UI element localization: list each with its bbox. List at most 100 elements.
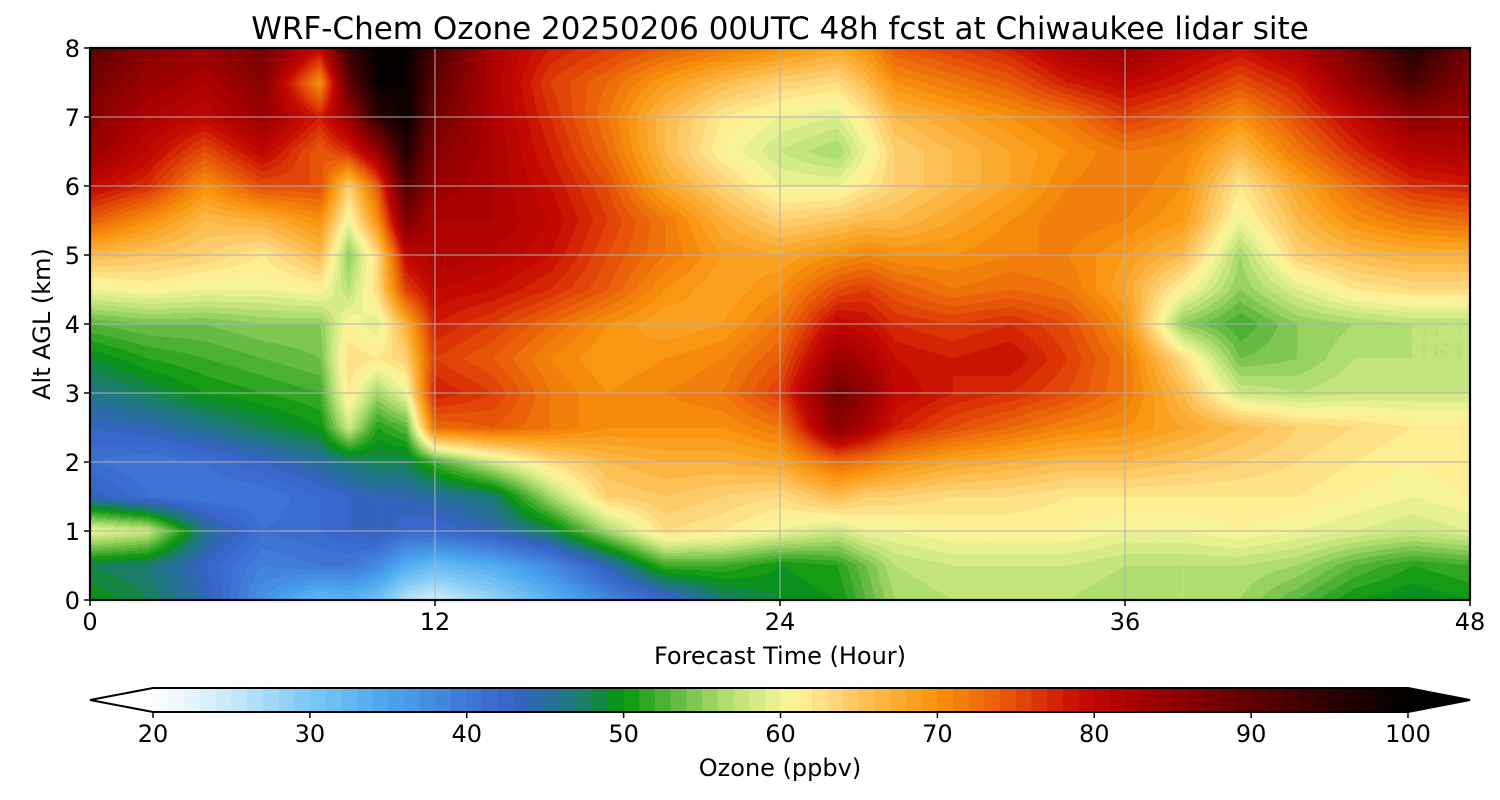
colorbar-swatch <box>1094 688 1111 712</box>
colorbar-swatch <box>843 688 860 712</box>
colorbar-swatch <box>1329 688 1346 712</box>
colorbar-swatch <box>1157 688 1174 712</box>
colorbar-swatch <box>874 688 891 712</box>
x-tick-label: 36 <box>1110 608 1141 636</box>
colorbar-swatch <box>592 688 609 712</box>
colorbar-min-extension <box>90 688 153 712</box>
colorbar-swatch <box>356 688 374 712</box>
colorbar-swatch <box>1047 688 1064 712</box>
x-tick-label: 0 <box>82 608 97 636</box>
x-axis: 0 12 24 36 48 <box>82 600 1485 636</box>
colorbar-swatch <box>1172 688 1189 712</box>
y-axis-label: Alt AGL (km) <box>28 248 56 400</box>
colorbar-swatch <box>1109 688 1127 712</box>
colorbar-swatch <box>1392 688 1409 712</box>
colorbar-swatch <box>576 688 593 712</box>
colorbar-swatch <box>1078 688 1095 712</box>
colorbar-swatch <box>168 688 185 712</box>
colorbar-swatch <box>1298 688 1315 712</box>
y-tick-label: 5 <box>65 242 80 270</box>
colorbar-swatch <box>670 688 687 712</box>
colorbar-swatch <box>1031 688 1048 712</box>
colorbar-swatch <box>1251 688 1268 712</box>
colorbar-swatch <box>294 688 311 712</box>
colorbar-swatch <box>388 688 405 712</box>
colorbar-max-extension <box>1408 688 1470 712</box>
y-tick-label: 1 <box>65 518 80 546</box>
colorbar-swatch <box>702 688 719 712</box>
colorbar-swatch <box>325 688 342 712</box>
x-tick-label: 24 <box>765 608 796 636</box>
colorbar-swatch <box>655 688 672 712</box>
chart-title: WRF-Chem Ozone 20250206 00UTC 48h fcst a… <box>251 11 1309 47</box>
x-axis-label: Forecast Time (Hour) <box>654 642 906 670</box>
colorbar-swatch <box>341 688 358 712</box>
y-tick-label: 3 <box>65 380 80 408</box>
colorbar-swatch <box>858 688 876 712</box>
colorbar-tick-label: 80 <box>1079 720 1110 748</box>
colorbar-swatch <box>1313 688 1331 712</box>
colorbar-tick-label: 60 <box>765 720 796 748</box>
colorbar-swatch <box>545 688 562 712</box>
colorbar-tick-label: 30 <box>295 720 326 748</box>
colorbar-swatch <box>482 688 499 712</box>
y-tick-label: 7 <box>65 104 80 132</box>
colorbar-tick-label: 40 <box>451 720 482 748</box>
colorbar-swatch <box>1000 688 1017 712</box>
y-tick-label: 8 <box>65 35 80 63</box>
colorbar-swatch <box>686 688 703 712</box>
colorbar-swatch <box>733 688 750 712</box>
colorbar-swatch <box>1266 688 1284 712</box>
y-tick-label: 0 <box>65 587 80 615</box>
colorbar-swatch <box>1360 688 1378 712</box>
colorbar-tick-label: 70 <box>922 720 953 748</box>
y-tick-label: 6 <box>65 173 80 201</box>
colorbar-swatch <box>1141 688 1158 712</box>
colorbar-swatch <box>200 688 217 712</box>
colorbar-ticks: 20 30 40 50 60 70 80 90 100 <box>138 712 1431 748</box>
colorbar-swatch <box>937 688 954 712</box>
colorbar-swatch <box>529 688 546 712</box>
colorbar-swatch <box>953 688 970 712</box>
x-tick-label: 12 <box>420 608 451 636</box>
colorbar-swatch <box>921 688 938 712</box>
colorbar-swatch <box>1062 688 1080 712</box>
colorbar-swatch <box>984 688 1001 712</box>
colorbar-swatch <box>811 688 829 712</box>
colorbar-tick-label: 90 <box>1236 720 1267 748</box>
colorbar-swatch <box>1125 688 1142 712</box>
colorbar-label: Ozone (ppbv) <box>699 754 861 782</box>
y-axis: 0 1 2 3 4 5 6 7 8 <box>65 35 90 615</box>
colorbar-swatch <box>1376 688 1393 712</box>
colorbar-swatch <box>717 688 735 712</box>
colorbar-swatch <box>278 688 295 712</box>
colorbar-swatch <box>247 688 264 712</box>
colorbar-swatch <box>1219 688 1237 712</box>
colorbar-swatch <box>1204 688 1221 712</box>
colorbar-swatch <box>372 688 389 712</box>
colorbar-swatch <box>1188 688 1205 712</box>
colorbar-tick-label: 100 <box>1385 720 1431 748</box>
colorbar-swatch <box>231 688 248 712</box>
colorbar <box>89 687 1471 713</box>
colorbar-swatch <box>1345 688 1362 712</box>
colorbar-swatch <box>796 688 813 712</box>
colorbar-swatch <box>1282 688 1299 712</box>
colorbar-tick-label: 20 <box>138 720 169 748</box>
colorbar-swatch <box>827 688 844 712</box>
colorbar-swatch <box>623 688 640 712</box>
colorbar-swatch <box>780 688 797 712</box>
x-tick-label: 48 <box>1455 608 1486 636</box>
colorbar-swatch <box>639 688 656 712</box>
colorbar-swatch <box>1015 688 1033 712</box>
colorbar-tick-label: 50 <box>608 720 639 748</box>
colorbar-swatch <box>215 688 233 712</box>
colorbar-swatch <box>184 688 201 712</box>
colorbar-swatch <box>1235 688 1252 712</box>
colorbar-swatch <box>466 688 484 712</box>
colorbar-swatch <box>749 688 766 712</box>
colorbar-swatch <box>498 688 515 712</box>
y-tick-label: 4 <box>65 311 80 339</box>
colorbar-swatch <box>968 688 986 712</box>
